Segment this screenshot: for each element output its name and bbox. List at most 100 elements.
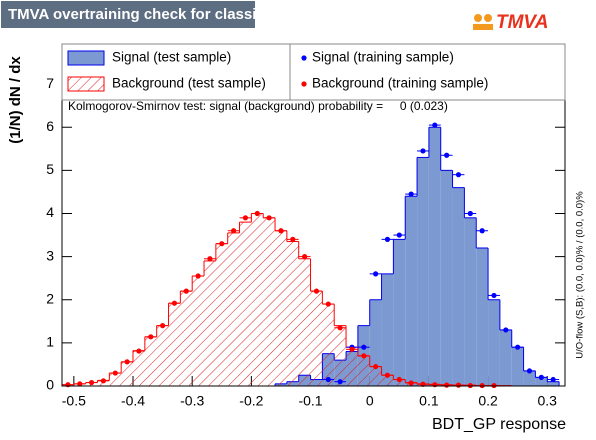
- training-point: [290, 236, 296, 242]
- y-tick-label: 5: [46, 161, 54, 177]
- histogram-bar: [192, 276, 205, 386]
- histogram-bar: [275, 230, 287, 386]
- legend-label: Signal (test sample): [112, 50, 231, 65]
- histogram-bar: [405, 196, 418, 386]
- training-point: [467, 210, 473, 217]
- training-point: [219, 241, 225, 247]
- histogram-bar: [156, 325, 169, 386]
- x-tick-label: 0.3: [538, 393, 558, 409]
- x-axis-label: BDT_GP response: [432, 416, 566, 433]
- histogram-bar: [227, 232, 240, 386]
- logo-dot: [474, 14, 482, 22]
- histogram-bar: [133, 350, 145, 386]
- training-point: [373, 271, 379, 277]
- training-point: [491, 292, 497, 299]
- logo: TMVA: [473, 12, 548, 33]
- histogram-bar: [346, 347, 358, 386]
- training-point: [124, 359, 130, 365]
- x-tick-label: -0.1: [298, 393, 322, 409]
- histogram-bar: [499, 329, 512, 386]
- logo-text: TMVA: [496, 12, 548, 33]
- histogram-bar: [310, 291, 323, 386]
- y-tick-label: 6: [46, 118, 54, 134]
- training-point: [444, 382, 450, 388]
- training-point: [278, 228, 284, 234]
- training-point: [77, 381, 83, 387]
- training-point: [266, 215, 272, 221]
- histogram-bar: [322, 304, 335, 386]
- y-tick-label: 1: [46, 334, 54, 350]
- legend-item: Background (test sample): [67, 76, 266, 92]
- training-point: [432, 382, 438, 388]
- x-tick-label: 0: [366, 393, 374, 409]
- training-point: [337, 325, 343, 331]
- histogram-bar: [440, 170, 453, 386]
- y-tick-label: 3: [46, 247, 54, 263]
- histogram-bar: [298, 258, 311, 386]
- histogram-bar: [476, 247, 489, 386]
- training-point: [100, 378, 107, 384]
- y-tick-label: 2: [46, 290, 54, 306]
- legend-label: Background (test sample): [112, 76, 266, 91]
- training-point: [195, 273, 201, 279]
- histogram-bar: [121, 361, 134, 386]
- training-point: [136, 348, 142, 354]
- x-tick-label: -0.3: [180, 393, 204, 409]
- training-point: [455, 382, 462, 388]
- histogram-bar: [547, 381, 560, 386]
- training-point: [325, 301, 331, 307]
- training-point: [65, 382, 71, 388]
- histogram-bar: [381, 375, 394, 386]
- legend-box: [289, 43, 566, 101]
- legend-marker: [301, 55, 307, 61]
- y-tick-label: 0: [46, 377, 54, 393]
- histogram-bar: [417, 157, 429, 386]
- training-point: [313, 288, 320, 294]
- legend-swatch: [67, 50, 105, 66]
- histogram-bar: [239, 222, 252, 386]
- histogram-bar: [215, 243, 228, 386]
- training-point: [503, 327, 509, 333]
- x-tick-label: -0.2: [239, 393, 263, 409]
- histogram-bar: [168, 303, 181, 386]
- training-point: [160, 323, 166, 329]
- training-point: [148, 334, 154, 340]
- training-point: [349, 346, 355, 352]
- training-point: [479, 228, 485, 234]
- training-point: [396, 376, 402, 383]
- training-point: [408, 191, 414, 197]
- y-axis-label: (1/N) dN / dx: [7, 56, 24, 144]
- histogram-bar: [452, 187, 465, 386]
- legend-label: Signal (training sample): [312, 50, 454, 65]
- legend-item: Signal (test sample): [67, 50, 231, 66]
- training-point: [538, 374, 544, 380]
- histogram-bar: [369, 299, 382, 386]
- y-tick-label: 4: [46, 204, 54, 220]
- training-point: [420, 148, 426, 154]
- overflow-note: U/O-flow (S,B): (0.0, 0.0)% / (0.0, 0.0)…: [575, 191, 586, 359]
- x-tick-label: 0.2: [478, 393, 498, 409]
- histogram-bar: [144, 336, 157, 386]
- histogram-bar: [334, 325, 347, 386]
- legend-label: Background (training sample): [312, 76, 488, 91]
- logo-dot: [484, 14, 492, 22]
- histogram-bar: [204, 260, 216, 386]
- histogram-bar: [535, 377, 548, 386]
- histogram-bar: [381, 273, 394, 386]
- ks-annotation: Kolmogorov-Smirnov test: signal (backgro…: [68, 99, 448, 113]
- histogram-bar: [511, 347, 524, 386]
- x-tick-label: 0.1: [419, 393, 439, 409]
- histogram-bar: [393, 379, 406, 386]
- chart-title: TMVA overtraining check for classifier: …: [8, 6, 350, 23]
- title-box: [1, 1, 255, 28]
- histogram-bar: [488, 299, 500, 386]
- training-point: [396, 232, 402, 238]
- training-point: [455, 172, 462, 178]
- y-tick-label: 7: [46, 75, 54, 91]
- x-tick-label: -0.5: [62, 393, 86, 409]
- training-point: [88, 379, 95, 386]
- training-point: [302, 254, 308, 260]
- legend-marker: [301, 81, 307, 87]
- training-point: [325, 376, 331, 383]
